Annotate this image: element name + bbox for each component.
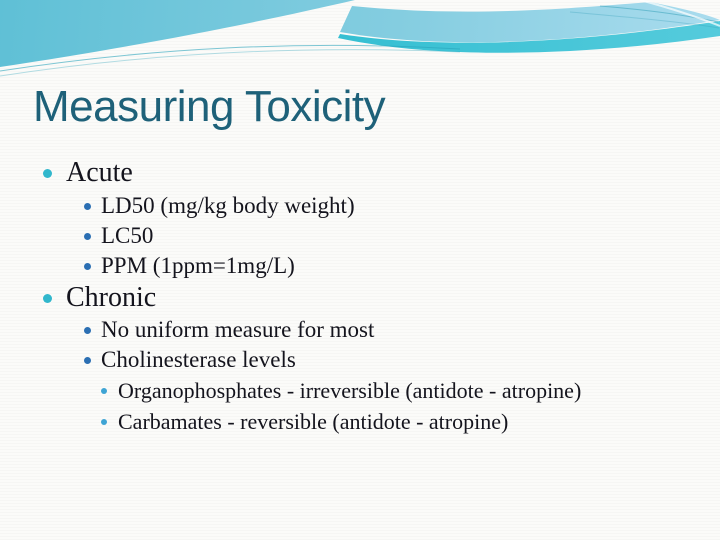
bullet-item-organophosphates: Organophosphates - irreversible (antidot… bbox=[0, 375, 700, 406]
wave-hairline bbox=[569, 11, 720, 29]
wave-accent-stripe bbox=[338, 21, 720, 53]
bullet-icon bbox=[101, 418, 107, 425]
bullet-icon bbox=[84, 356, 91, 364]
wave-hairline bbox=[599, 5, 719, 23]
slide-body: Acute LD50 (mg/kg body weight) LC50 PPM … bbox=[0, 155, 700, 437]
wave-field-left bbox=[0, 0, 355, 67]
bullet-icon bbox=[84, 232, 91, 240]
bullet-text: Carbamates - reversible (antidote - atro… bbox=[118, 408, 509, 434]
bullet-text: Organophosphates - irreversible (antidot… bbox=[118, 377, 582, 403]
bullet-item-acute: Acute bbox=[0, 155, 700, 191]
bullet-icon bbox=[84, 326, 91, 334]
bullet-text: PPM (1ppm=1mg/L) bbox=[101, 253, 295, 278]
bullet-item-chronic: Chronic bbox=[0, 281, 700, 315]
bullet-item-ld50: LD50 (mg/kg body weight) bbox=[0, 191, 700, 221]
bullet-icon bbox=[101, 387, 107, 394]
bullet-text: No uniform measure for most bbox=[101, 317, 375, 342]
bullet-item-lc50: LC50 bbox=[0, 221, 700, 251]
bullet-icon bbox=[84, 262, 91, 270]
wave-hairline bbox=[0, 44, 461, 72]
bullet-icon bbox=[84, 202, 91, 210]
bullet-text: Cholinesterase levels bbox=[101, 347, 296, 372]
bullet-icon bbox=[43, 168, 52, 178]
wave-white-streak bbox=[639, 0, 720, 27]
bullet-text: LD50 (mg/kg body weight) bbox=[101, 193, 355, 218]
bullet-text: Acute bbox=[66, 157, 133, 188]
bullet-text: LC50 bbox=[101, 223, 154, 248]
slide-title: Measuring Toxicity bbox=[33, 82, 386, 131]
bullet-item-cholinesterase: Cholinesterase levels bbox=[0, 345, 700, 375]
bullet-icon bbox=[43, 293, 52, 303]
bullet-text: Chronic bbox=[66, 282, 157, 313]
bullet-item-ppm: PPM (1ppm=1mg/L) bbox=[0, 251, 700, 281]
wave-band-right bbox=[340, 2, 720, 43]
wave-hairline bbox=[0, 49, 461, 77]
bullet-item-no-uniform: No uniform measure for most bbox=[0, 315, 700, 345]
bullet-item-carbamates: Carbamates - reversible (antidote - atro… bbox=[0, 406, 700, 437]
